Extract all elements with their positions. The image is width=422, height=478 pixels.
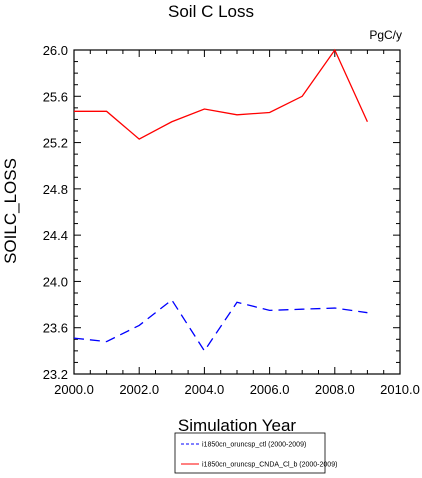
x-tick-label: 2004.0: [185, 382, 225, 397]
series-line-1: [73, 298, 368, 353]
legend: i1850cn_oruncsp_ctl (2000-2009) i1850cn_o…: [174, 432, 337, 474]
x-tick-label: 2000.0: [54, 382, 94, 397]
y-axis-label: SOILC_LOSS: [1, 158, 20, 264]
y-tick-label: 23.6: [43, 321, 68, 336]
x-tick-label: 2010.0: [380, 382, 420, 397]
axes-layer: 2000.0 2002.0 2004.0 2006.0 2008.0 2010.0 23.2…: [43, 43, 420, 397]
y-tick-label: 24.0: [43, 274, 68, 289]
y-tick-label: 23.2: [43, 367, 68, 382]
legend-box: [174, 432, 326, 474]
y-tick-label: 24.8: [43, 182, 68, 197]
x-tick-label: 2006.0: [250, 382, 290, 397]
x-tick-label: 2002.0: [119, 382, 159, 397]
legend-label-2: i1850cn_oruncsp_CNDA_Cl_b (2000-2009): [202, 462, 337, 469]
legend-label-1: i1850cn_oruncsp_ctl (2000-2009): [202, 442, 306, 449]
x-tick-label: 2008.0: [315, 382, 355, 397]
y-tick-label: 24.4: [43, 228, 68, 243]
y-tick-label: 26.0: [43, 43, 68, 58]
series-line-2: [74, 48, 368, 140]
series-layer: [73, 48, 368, 353]
x-axis-label: Simulation Year: [178, 416, 296, 435]
plot-frame: [73, 49, 401, 375]
y-tick-label: 25.2: [43, 136, 68, 151]
chart-title: Soil C Loss: [168, 2, 254, 21]
y-tick-label: 25.6: [43, 89, 68, 104]
units-label: PgC/y: [369, 28, 402, 42]
